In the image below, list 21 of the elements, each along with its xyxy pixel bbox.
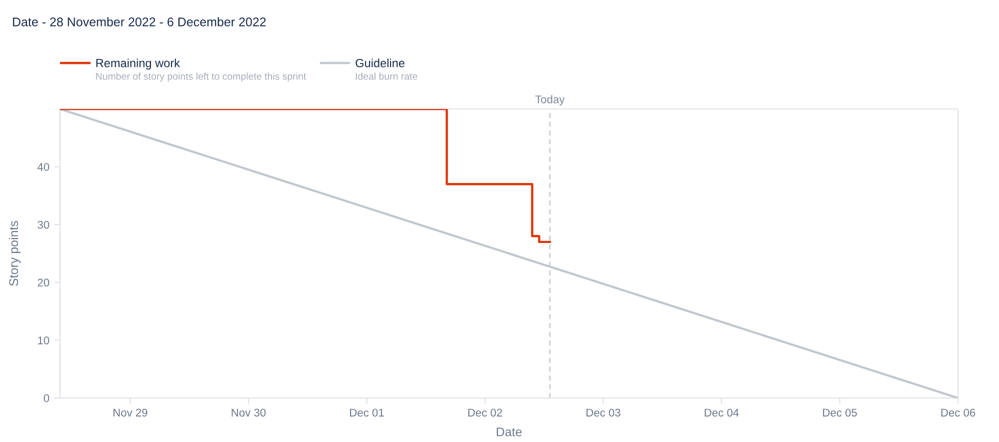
text: Number of story points left to complete this sprint (96, 72, 306, 82)
x-tick-label: Dec 02 (468, 408, 502, 417)
x-tick-label: Dec 05 (823, 408, 857, 417)
legend-label: Remaining work (96, 58, 180, 70)
y-tick-label: 20 (38, 278, 50, 287)
x-tick-label: Dec 01 (350, 408, 384, 417)
x-axis-title: Date (496, 428, 522, 436)
y-tick-label: 30 (38, 220, 50, 229)
x-tick-label: Nov 30 (232, 408, 266, 417)
y-tick-label: 10 (38, 336, 50, 344)
x-tick-label: Dec 06 (941, 408, 976, 417)
y-axis-title: Story points (8, 220, 21, 286)
x-tick-label: Nov 29 (114, 408, 148, 417)
ref-line-label: Today (535, 95, 565, 106)
y-tick-label: 0 (44, 394, 50, 402)
legend-label: Guideline (356, 58, 404, 68)
x-tick-label: Dec 03 (586, 408, 620, 417)
text: Ideal burn rate (356, 72, 418, 80)
chart-title: Date - 28 November 2022 - 6 December 2022 (13, 17, 266, 26)
x-tick-label: Dec 04 (704, 408, 739, 417)
y-tick-label: 40 (37, 163, 50, 171)
